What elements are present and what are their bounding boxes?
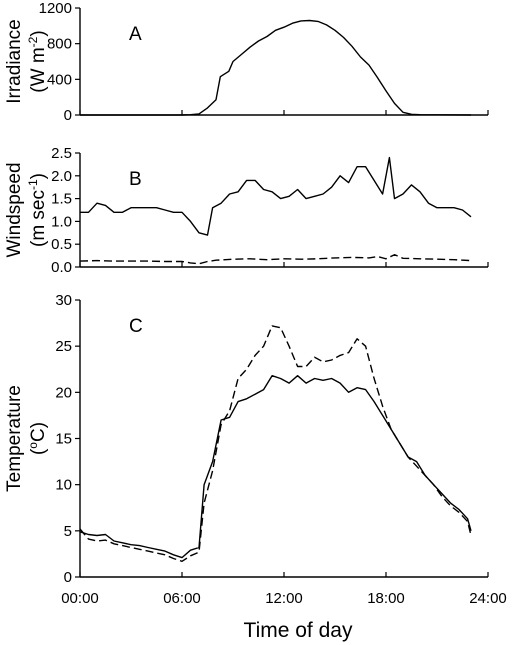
x-tick-label: 24:00	[469, 590, 507, 607]
y-axis-label-line1: Windspeed	[4, 162, 25, 257]
x-tick-label: 18:00	[367, 590, 405, 607]
panel-B: 0.0 0.5 1.0 1.5 2.0 2.5 B Windspeed (m sec-1)	[4, 145, 489, 276]
panel-C: 0 5 10 15 20 25 30 00:00 06:00 12:00 18:00 24:00 C Te…	[4, 292, 507, 607]
series-line-solid	[80, 19, 472, 116]
y-tick-label: 10	[55, 477, 72, 494]
panel-label: A	[129, 24, 142, 45]
y-tick-label: 800	[47, 36, 72, 53]
y-axis-label-line2: (W m-2)	[26, 30, 49, 92]
series-line-solid	[80, 156, 472, 236]
x-axis-label: Time of day	[244, 619, 353, 642]
x-tick-label: 06:00	[163, 590, 201, 607]
panel-A: 0 400 800 1200 A Irradiance (W m-2)	[4, 0, 489, 124]
panel-label: B	[129, 169, 142, 190]
y-tick-label: 1200	[39, 0, 72, 17]
y-tick-label: 5	[64, 523, 72, 540]
x-tick-label: 00:00	[61, 590, 99, 607]
y-tick-label: 1.5	[51, 191, 72, 208]
panels: 0 400 800 1200 A Irradiance (W m-2) 0.0 0.5 1.0 1.…	[4, 0, 507, 607]
y-axis-label-line1: Temperature	[4, 385, 25, 492]
y-tick-label: 0	[64, 107, 72, 124]
y-axis-label-line2: (oC)	[26, 422, 49, 455]
y-tick-label: 0.5	[51, 236, 72, 253]
y-tick-label: 20	[55, 384, 72, 401]
y-axis-label-line2: (m sec-1)	[26, 173, 49, 247]
panel-label: C	[129, 316, 143, 337]
series-line-solid	[79, 375, 472, 559]
series-line-dashed	[79, 254, 472, 265]
x-tick-label: 12:00	[265, 590, 303, 607]
y-tick-label: 30	[55, 292, 72, 309]
y-tick-label: 2.0	[51, 168, 72, 185]
series-line-dashed	[79, 325, 472, 562]
y-tick-label: 1.0	[51, 213, 72, 230]
y-tick-label: 25	[55, 338, 72, 355]
y-tick-label: 0.0	[51, 259, 72, 276]
y-axis-label-line1: Irradiance	[4, 19, 25, 104]
y-tick-label: 15	[55, 431, 72, 448]
y-tick-label: 0	[64, 569, 72, 586]
y-tick-label: 2.5	[51, 145, 72, 162]
y-tick-label: 400	[47, 71, 72, 88]
